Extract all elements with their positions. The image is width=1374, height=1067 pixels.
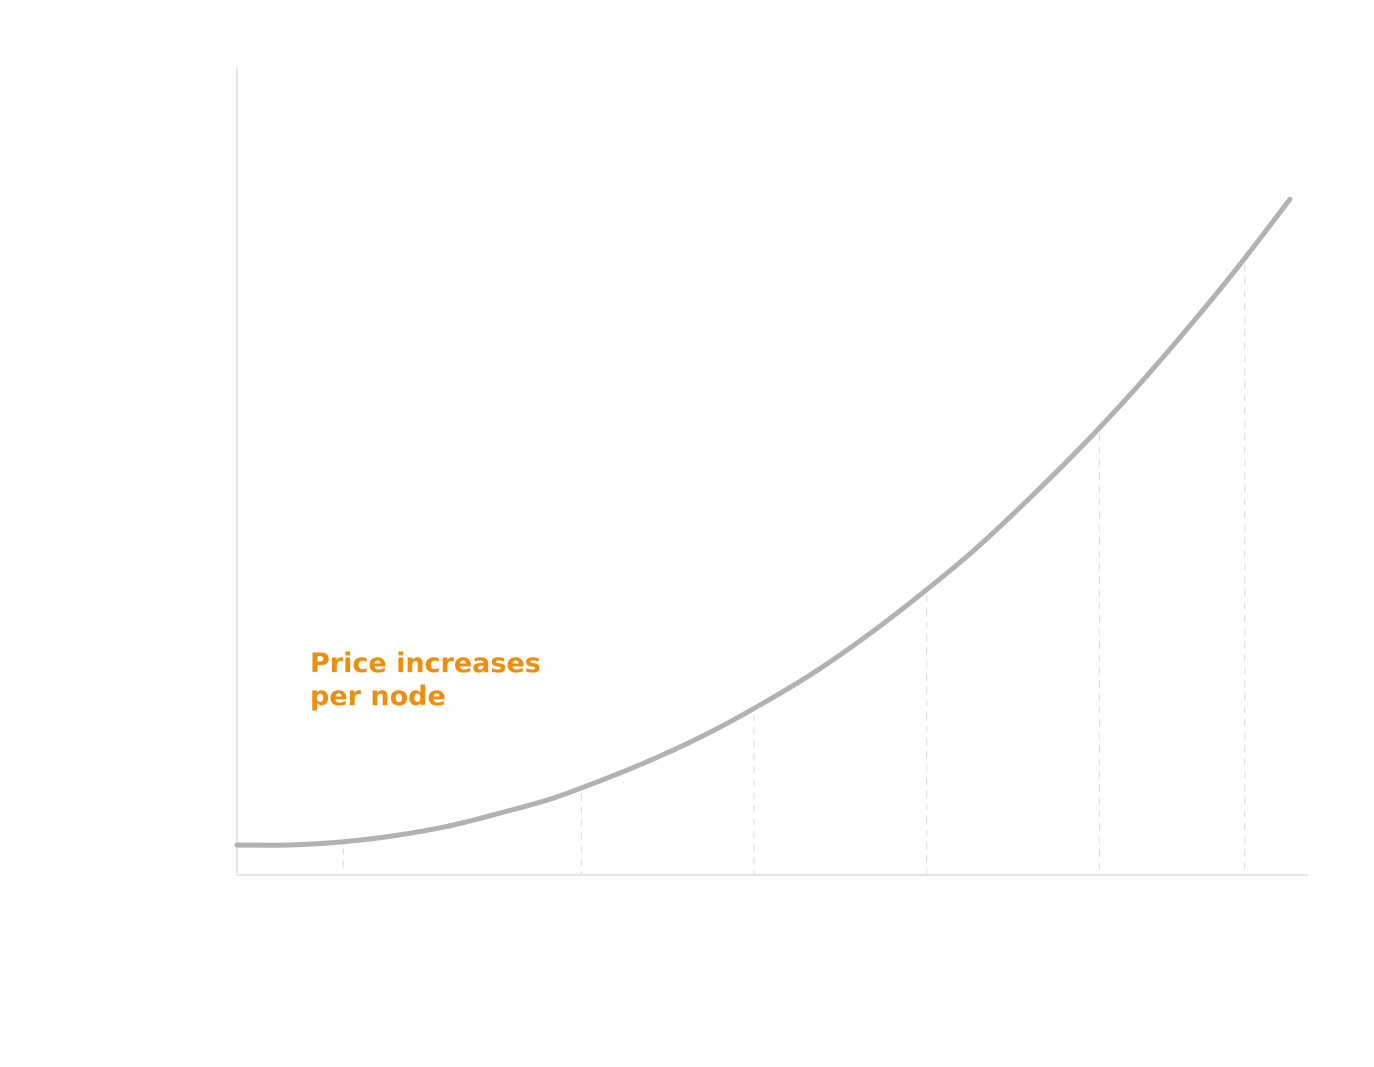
annotation-line-1: Price increases [310, 648, 541, 679]
annotation-line-2: per node [310, 681, 446, 712]
annotation-label: Price increases per node [310, 647, 610, 713]
guide-lines [342, 264, 1246, 875]
series-line [234, 196, 1293, 848]
